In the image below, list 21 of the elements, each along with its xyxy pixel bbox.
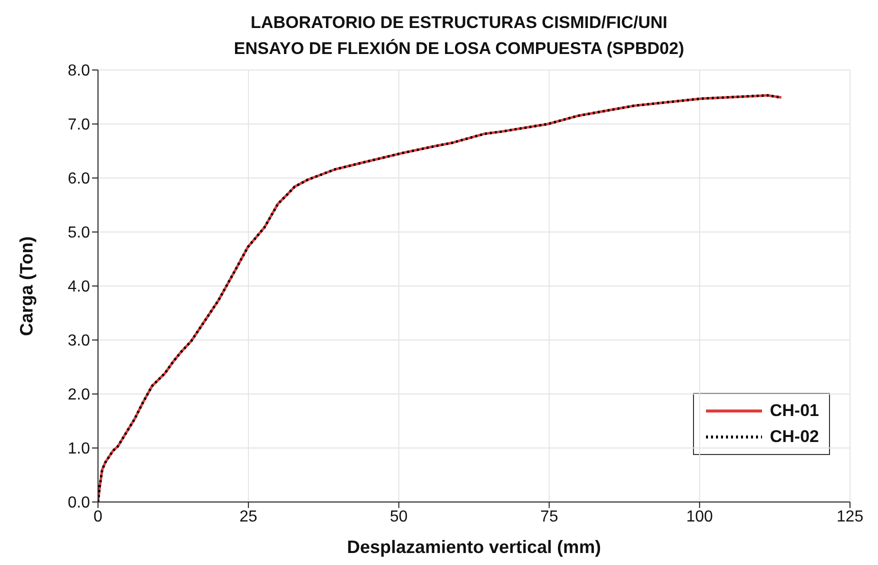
chart-title: LABORATORIO DE ESTRUCTURAS CISMID/FIC/UNI	[250, 12, 668, 34]
chart-subtitle: ENSAYO DE FLEXIÓN DE LOSA COMPUESTA (SPBD02)	[232, 38, 686, 60]
y-tick-label: 0.0	[68, 494, 90, 512]
legend-label: CH-02	[770, 426, 819, 448]
y-tick-label: 3.0	[68, 332, 90, 350]
x-tick-label: 125	[836, 508, 864, 526]
x-axis-title: Desplazamiento vertical (mm)	[346, 537, 602, 557]
y-tick-label: 2.0	[68, 386, 90, 404]
y-tick-label: 4.0	[68, 278, 90, 296]
x-tick-label: 0	[94, 508, 103, 526]
x-tick-label: 100	[686, 508, 714, 526]
y-axis-title: Carga (Ton)	[16, 236, 36, 336]
y-tick-label: 8.0	[68, 62, 90, 80]
y-tick-label: 6.0	[68, 170, 90, 188]
y-tick-label: 5.0	[68, 224, 90, 242]
legend-label: CH-01	[770, 400, 819, 422]
x-tick-label: 50	[390, 508, 408, 526]
x-tick-label: 25	[240, 508, 258, 526]
y-tick-label: 1.0	[68, 440, 90, 458]
x-tick-label: 75	[540, 508, 558, 526]
y-tick-label: 7.0	[68, 116, 90, 134]
